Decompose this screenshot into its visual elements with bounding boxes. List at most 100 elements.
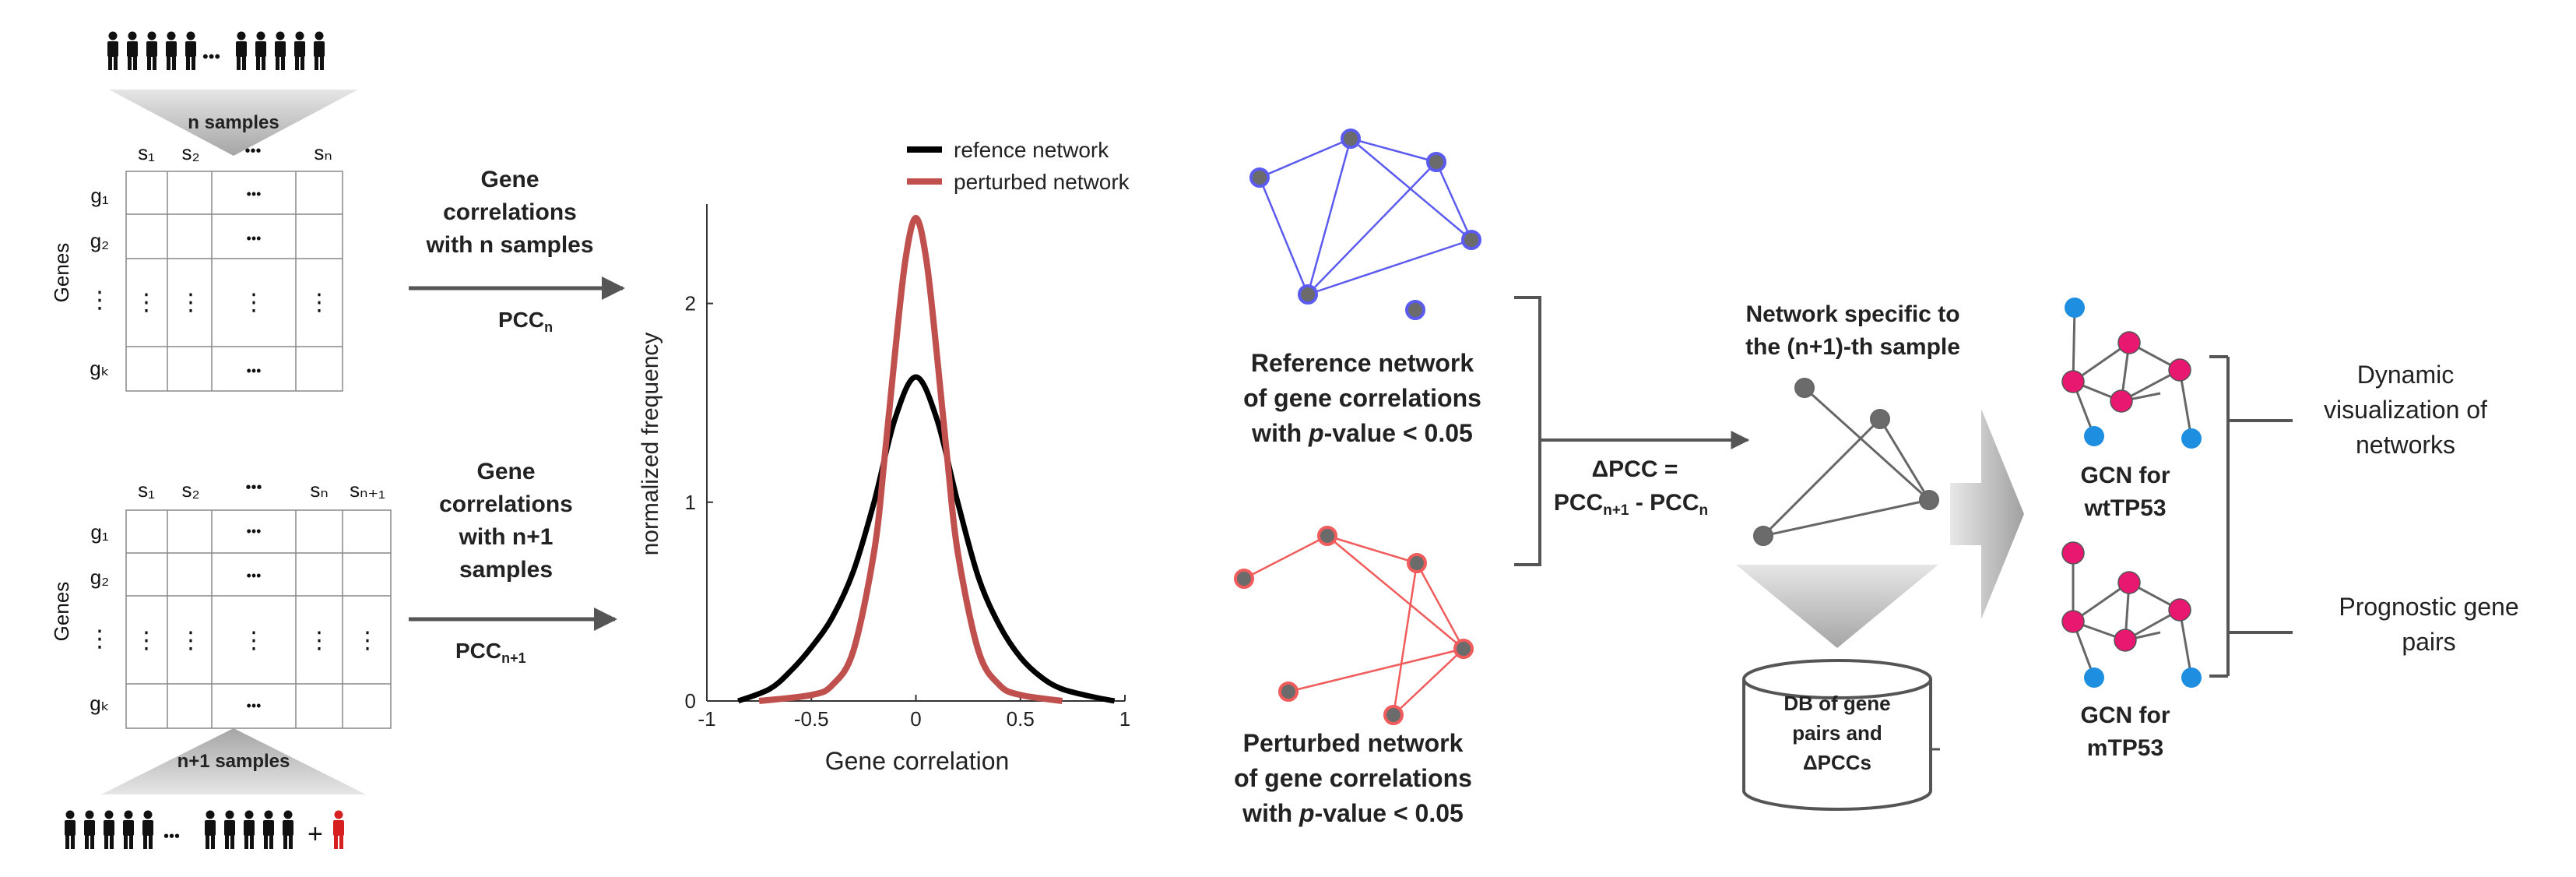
- top-row-header: ⋮: [88, 287, 111, 313]
- gcn-m-caption-line: GCN for: [2081, 703, 2170, 728]
- chart-ylabel: normalized frequency: [638, 333, 663, 556]
- bottom-people-plus: +: [308, 819, 323, 849]
- bottom-row-header: gₖ: [90, 692, 110, 715]
- blue-node: [2181, 428, 2202, 449]
- svg-text:•••: •••: [247, 523, 262, 539]
- output-dynamic-line: networks: [2356, 431, 2455, 459]
- chart-y-tick-label: 2: [685, 292, 696, 315]
- new-sample-person: [333, 810, 344, 849]
- output-bracket: [2209, 355, 2293, 678]
- top-matrix-grid: [125, 171, 343, 392]
- database-cylinder: DB of gene pairs and ΔPCCs: [1742, 659, 1940, 811]
- bottom-pcc-label: PCCn+1: [455, 639, 526, 666]
- bottom-arrow-text: correlations: [439, 491, 573, 517]
- bottom-people-ellipsis: •••: [163, 828, 180, 845]
- reference-node: [1341, 129, 1361, 149]
- perturbed-node: [1453, 639, 1474, 659]
- reference-network-graph: [1249, 129, 1481, 320]
- top-row-header: g₁: [90, 184, 108, 207]
- pink-node: [2061, 370, 2085, 393]
- svg-text:⋮: ⋮: [135, 628, 158, 653]
- svg-text:⋮: ⋮: [179, 628, 202, 653]
- top-arrow-text: Gene: [480, 167, 539, 192]
- svg-text:⋮: ⋮: [356, 628, 379, 653]
- top-matrix: s₁ s₂ ••• sₙ g₁ g₂ ⋮ gₖ Genes ••• ••• ••…: [50, 141, 343, 392]
- blue-node: [2084, 667, 2104, 688]
- chart-legend: refence network perturbed network: [907, 138, 1130, 194]
- perturbed-node: [1383, 705, 1404, 725]
- series-line-perturbed: [758, 214, 1063, 704]
- pink-node: [2061, 610, 2085, 633]
- specific-node: [1794, 378, 1815, 398]
- pink-node: [2061, 541, 2085, 565]
- top-col-header: s₂: [181, 141, 199, 164]
- top-col-header: s₁: [138, 141, 155, 164]
- svg-text:⋮: ⋮: [308, 628, 331, 653]
- gcn-wt-caption: GCN for wtTP53: [2081, 463, 2170, 521]
- specific-node: [1919, 490, 1939, 510]
- pink-node: [2168, 598, 2191, 622]
- bottom-arrow-text: Gene: [476, 459, 535, 484]
- reference-caption-pvalue: with p-value < 0.05: [1251, 419, 1473, 447]
- top-sample-group: ••• n samples: [107, 31, 358, 156]
- top-arrow-text: with n samples: [425, 232, 593, 258]
- delta-pcc-formula: PCCn+1 - PCCn: [1554, 490, 1708, 519]
- chart-y-tick-label: 0: [685, 689, 696, 713]
- delta-pcc-bracket: [1514, 296, 1541, 566]
- output-dynamic-label: Dynamic visualization of networks: [2324, 361, 2487, 459]
- bottom-matrix-dots: ••• ••• ••• ⋮ ⋮ ⋮ ⋮ ⋮: [135, 523, 379, 713]
- svg-text:•••: •••: [247, 186, 262, 202]
- reference-network-caption: Reference network of gene correlations w…: [1243, 349, 1481, 447]
- reference-caption-line: Reference network: [1251, 349, 1474, 377]
- bottom-col-header: s₂: [181, 478, 199, 502]
- specific-node: [1753, 526, 1773, 546]
- legend-label-perturbed: perturbed network: [954, 170, 1130, 194]
- blue-node: [2181, 667, 2202, 688]
- pink-node: [2117, 331, 2141, 354]
- gcn-m-caption-line: mTP53: [2087, 735, 2163, 761]
- bottom-sample-group: n+1 samples ••• +: [65, 728, 366, 849]
- top-samples-label: n samples: [188, 112, 279, 133]
- svg-text:⋮: ⋮: [242, 628, 265, 653]
- bottom-arrow-text: with n+1: [459, 524, 554, 550]
- specific-node: [1870, 409, 1890, 429]
- bottom-row-header: ⋮: [88, 626, 111, 652]
- chart-x-tick-label: 0.5: [1007, 707, 1035, 731]
- reference-node: [1426, 152, 1446, 172]
- perturbed-node: [1278, 682, 1299, 702]
- top-col-header: sₙ: [314, 141, 332, 164]
- top-row-header: g₂: [90, 229, 110, 252]
- perturbed-node: [1407, 553, 1427, 573]
- blue-node: [2065, 298, 2085, 318]
- bottom-arrow-text: samples: [459, 557, 553, 583]
- bottom-col-header: sₙ₊₁: [350, 478, 385, 502]
- chart-series-group: [737, 214, 1116, 704]
- gcn-m-graph: [2061, 541, 2202, 688]
- perturbed-network-graph: [1234, 526, 1474, 725]
- specific-caption-line: Network specific to: [1745, 301, 1959, 327]
- bottom-people-row: ••• +: [65, 810, 344, 849]
- reference-node: [1298, 284, 1318, 305]
- pink-node: [2168, 358, 2191, 382]
- svg-text:⋮: ⋮: [242, 290, 265, 315]
- gcn-wt-graph: [2061, 298, 2202, 449]
- perturbed-node: [1234, 569, 1254, 589]
- output-prognostic-line: Prognostic gene: [2339, 593, 2518, 621]
- output-prognostic-label: Prognostic gene pairs: [2339, 593, 2518, 656]
- top-pcc-label: PCCn: [498, 308, 553, 335]
- top-row-header: gₖ: [90, 357, 110, 380]
- top-correlation-arrow: Gene correlations with n samples PCCn: [409, 167, 625, 335]
- svg-text:•••: •••: [247, 698, 262, 713]
- gcn-m-caption: GCN for mTP53: [2081, 703, 2170, 761]
- bottom-col-header: •••: [245, 479, 262, 496]
- chart-x-tick-label: 1: [1119, 707, 1130, 731]
- bottom-col-header: sₙ: [310, 478, 328, 502]
- legend-label-reference: refence network: [954, 138, 1109, 162]
- correlation-distribution-chart: normalized frequency Gene correlation -1…: [638, 138, 1130, 775]
- gcn-wt-caption-line: wtTP53: [2083, 495, 2166, 521]
- svg-text:⋮: ⋮: [179, 290, 202, 315]
- database-label-line: DB of gene: [1784, 692, 1890, 715]
- reference-node: [1405, 300, 1425, 320]
- svg-text:⋮: ⋮: [308, 290, 331, 315]
- top-sample-funnel: [109, 90, 358, 156]
